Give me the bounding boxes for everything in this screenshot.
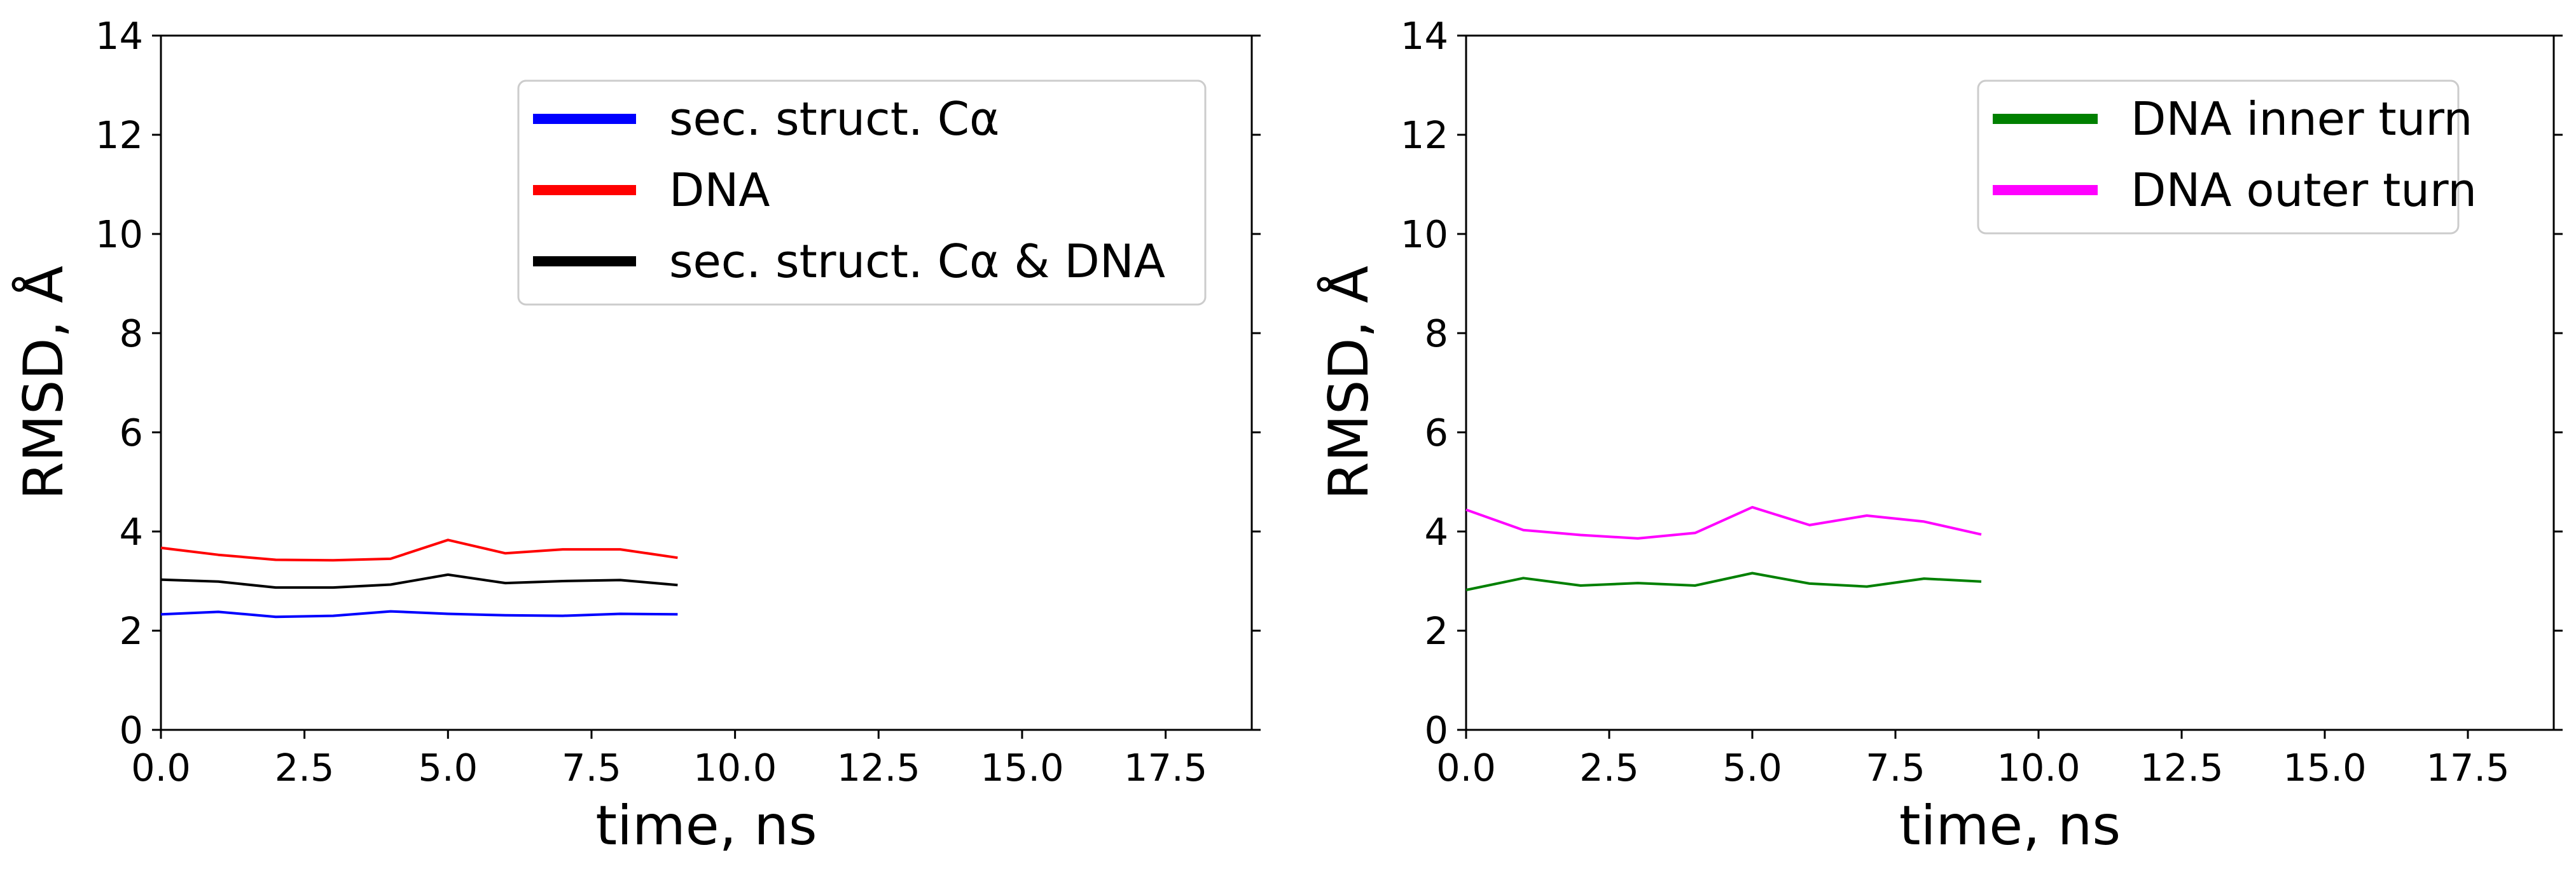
- x-tick-label: 0.0: [131, 746, 191, 790]
- x-axis-title: time, ns: [1899, 794, 2121, 858]
- y-axis-title: RMSD, Å: [1317, 266, 1381, 500]
- y-tick-label: 4: [1424, 510, 1448, 554]
- x-tick-label: 12.5: [2140, 746, 2223, 790]
- y-tick-label: 12: [95, 113, 143, 157]
- series-line: [1465, 572, 1982, 591]
- x-tick-label: 5.0: [1722, 746, 1782, 790]
- legend-label: sec. struct. Cα: [669, 92, 999, 146]
- x-tick-label: 0.0: [1436, 746, 1496, 790]
- y-tick-label: 2: [119, 609, 143, 653]
- legend-box: [517, 79, 1207, 306]
- y-tick-label: 6: [1424, 411, 1448, 455]
- x-tick-label: 15.0: [980, 746, 1063, 790]
- series-line: [1465, 505, 1982, 540]
- y-tick-label: 4: [119, 510, 143, 554]
- legend-label: DNA outer turn: [2131, 163, 2477, 217]
- chart-panel-left: 0.0 2.5 5.0 7.5 10.0 12.5 15.0 17.5 0 2 4 6 8 10 12 14 t…: [11, 14, 1261, 858]
- chart-panel-right: 0.0 2.5 5.0 7.5 10.0 12.5 15.0 17.5 0 2 4 6 8 10 12 14 t…: [1317, 14, 2563, 858]
- y-tick-label: 14: [95, 14, 143, 58]
- series-line: [160, 573, 678, 589]
- legend-label: sec. struct. Cα & DNA: [669, 235, 1165, 288]
- x-tick-label: 10.0: [1997, 746, 2080, 790]
- legend-box: [1977, 79, 2460, 235]
- x-tick-label: 2.5: [275, 746, 335, 790]
- x-tick-label: 7.5: [562, 746, 621, 790]
- y-axis-title: RMSD, Å: [11, 266, 76, 500]
- y-tick-label: 0: [1424, 708, 1448, 752]
- legend-label: DNA: [669, 163, 770, 217]
- y-tick-label: 14: [1401, 14, 1448, 58]
- x-tick-label: 5.0: [418, 746, 478, 790]
- plot-frame: [160, 34, 1253, 731]
- x-tick-label: 17.5: [2426, 746, 2509, 790]
- y-tick-label: 10: [95, 212, 143, 256]
- y-tick-label: 2: [1424, 609, 1448, 653]
- x-tick-label: 12.5: [837, 746, 920, 790]
- x-tick-label: 7.5: [1866, 746, 1925, 790]
- x-tick-label: 10.0: [693, 746, 777, 790]
- series-line: [160, 610, 678, 619]
- x-tick-label: 15.0: [2283, 746, 2366, 790]
- legend-label: DNA inner turn: [2131, 92, 2472, 146]
- x-tick-label: 17.5: [1124, 746, 1207, 790]
- series-line: [160, 538, 678, 562]
- plot-frame: [1465, 34, 2555, 731]
- y-tick-label: 0: [119, 708, 143, 752]
- y-tick-label: 6: [119, 411, 143, 455]
- x-tick-label: 2.5: [1579, 746, 1639, 790]
- y-tick-label: 12: [1401, 113, 1448, 157]
- y-tick-label: 8: [1424, 312, 1448, 355]
- x-axis-title: time, ns: [595, 794, 817, 858]
- y-tick-label: 10: [1401, 212, 1448, 256]
- y-tick-label: 8: [119, 312, 143, 355]
